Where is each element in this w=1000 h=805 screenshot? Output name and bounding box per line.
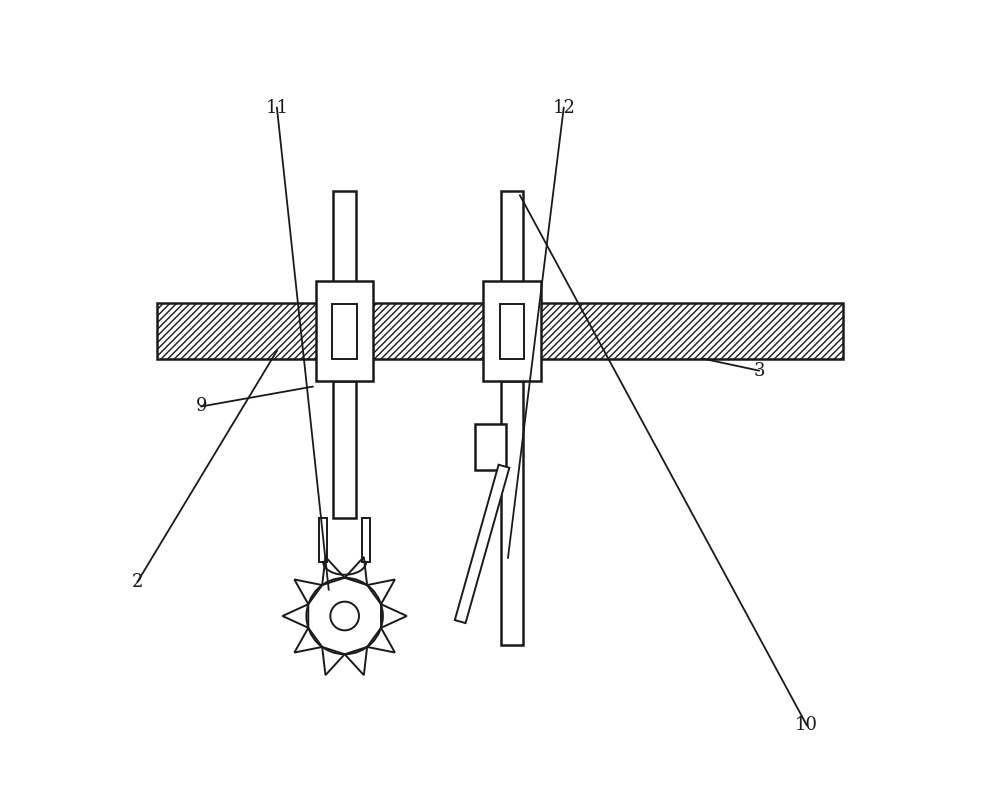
Bar — [475, 424, 506, 470]
Bar — [332, 303, 357, 359]
Bar — [362, 518, 370, 562]
Bar — [333, 381, 356, 518]
Bar — [333, 192, 356, 303]
Text: 9: 9 — [195, 398, 207, 415]
Bar — [157, 303, 843, 359]
Text: 10: 10 — [795, 716, 818, 734]
Bar — [316, 281, 373, 381]
Polygon shape — [455, 464, 509, 623]
Bar — [483, 281, 541, 381]
Text: 2: 2 — [132, 572, 143, 591]
Bar — [500, 303, 524, 359]
Bar — [501, 381, 523, 646]
Text: 3: 3 — [753, 361, 765, 380]
Text: 11: 11 — [265, 99, 288, 117]
Text: 12: 12 — [552, 99, 575, 117]
Bar — [501, 192, 523, 303]
Bar — [319, 518, 327, 562]
